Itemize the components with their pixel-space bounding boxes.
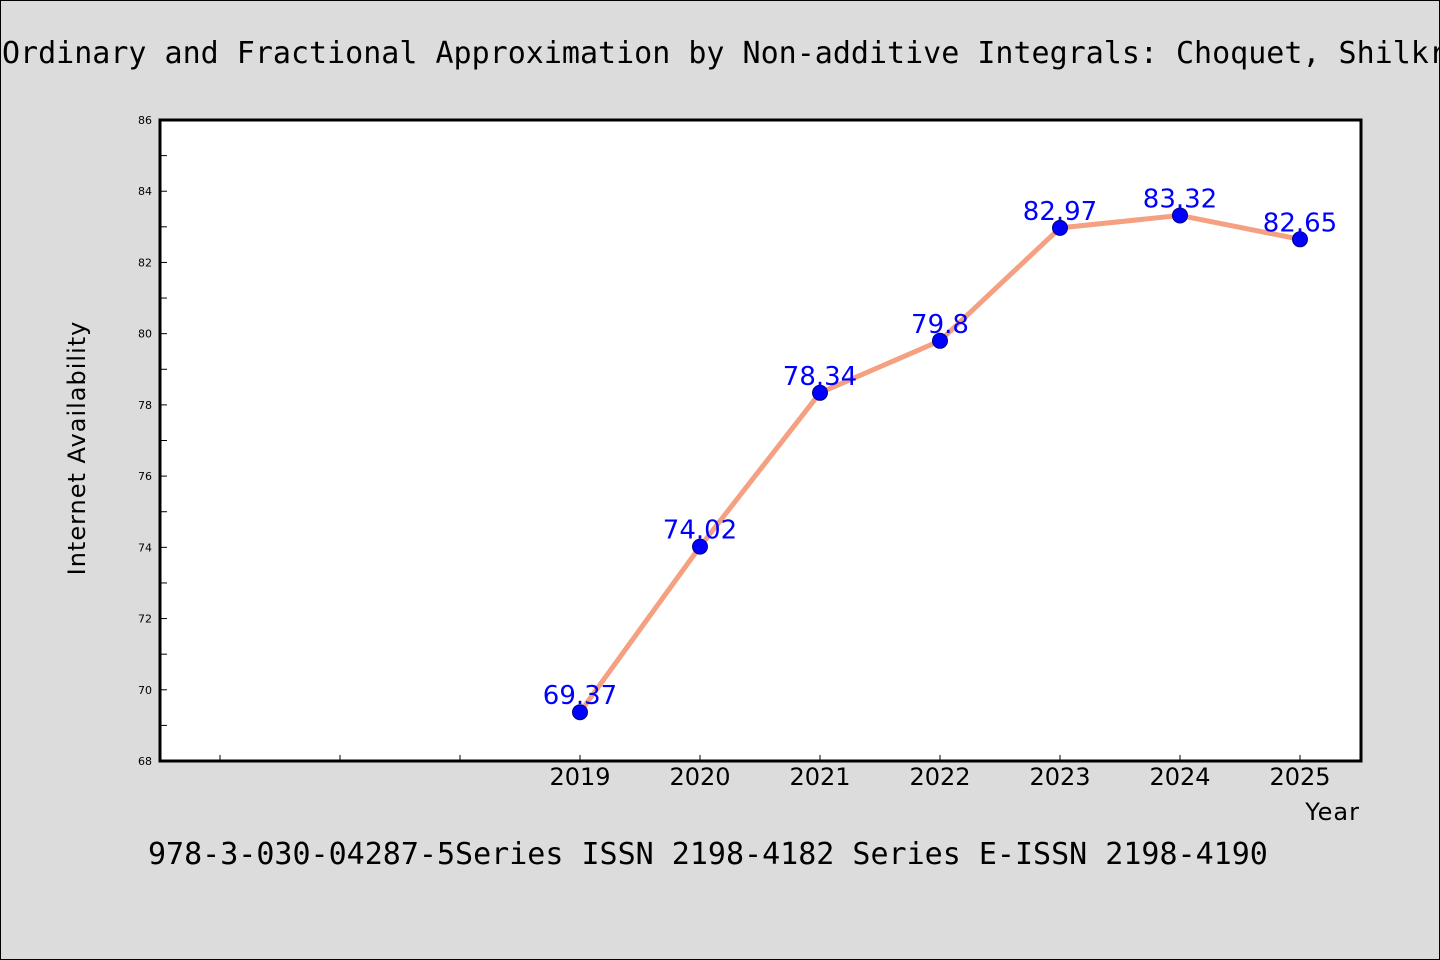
data-point-marker — [1052, 219, 1068, 236]
data-point-marker — [1292, 231, 1308, 248]
y-tick-label: 78 — [138, 399, 152, 412]
plot-area — [158, 118, 1363, 763]
data-point-marker — [1172, 207, 1188, 224]
x-axis: 2019 2020 2021 2022 2023 2024 2025 — [219, 755, 1331, 791]
data-label: 78.34 — [783, 362, 857, 392]
data-point-marker — [572, 704, 588, 721]
x-tick-label: 2023 — [1029, 763, 1090, 791]
y-tick-label: 74 — [138, 541, 152, 554]
x-tick-label: 2019 — [549, 763, 610, 791]
data-label: 83.32 — [1143, 184, 1217, 214]
y-tick-label: 84 — [138, 185, 152, 198]
x-tick-label: 2024 — [1149, 763, 1210, 791]
y-tick-label: 68 — [138, 755, 152, 768]
y-tick-label: 80 — [138, 328, 152, 341]
x-axis-label: Year — [1304, 798, 1360, 826]
x-tick-label: 2022 — [909, 763, 970, 791]
data-label: 82.97 — [1023, 197, 1097, 227]
footer-isbn-text: 978-3-030-04287-5Series ISSN 2198-4182 S… — [148, 837, 1268, 872]
x-tick-label: 2025 — [1269, 763, 1330, 791]
data-label: 69.37 — [543, 681, 617, 711]
x-tick-label: 2020 — [669, 763, 730, 791]
y-axis-label: Internet Availability — [63, 321, 91, 576]
y-axis: 68 70 72 74 76 78 80 82 84 86 — [138, 114, 167, 768]
data-point-marker — [932, 332, 948, 349]
x-tick-label: 2021 — [789, 763, 850, 791]
series-group: 69.37 74.02 78.34 79.8 82.97 83.32 82.65 — [543, 184, 1337, 721]
y-tick-label: 82 — [138, 256, 152, 269]
y-tick-label: 86 — [138, 114, 152, 127]
chart-title: Ordinary and Fractional Approximation by… — [2, 36, 1440, 71]
y-tick-label: 70 — [138, 684, 152, 697]
data-label: 74.02 — [663, 516, 737, 546]
data-point-marker — [692, 538, 708, 555]
y-tick-label: 72 — [138, 613, 152, 626]
data-label: 79.8 — [911, 310, 969, 340]
y-tick-label: 76 — [138, 470, 152, 483]
data-label: 82.65 — [1263, 208, 1337, 238]
data-point-marker — [812, 384, 828, 401]
